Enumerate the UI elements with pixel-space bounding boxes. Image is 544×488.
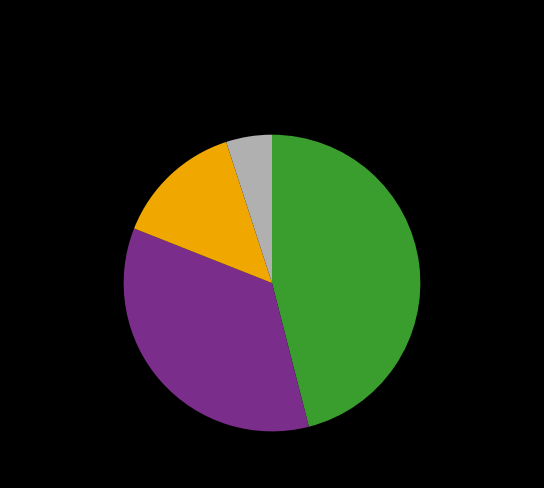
Wedge shape: [226, 135, 272, 283]
Wedge shape: [272, 135, 421, 427]
Wedge shape: [134, 142, 272, 283]
Wedge shape: [123, 228, 309, 431]
